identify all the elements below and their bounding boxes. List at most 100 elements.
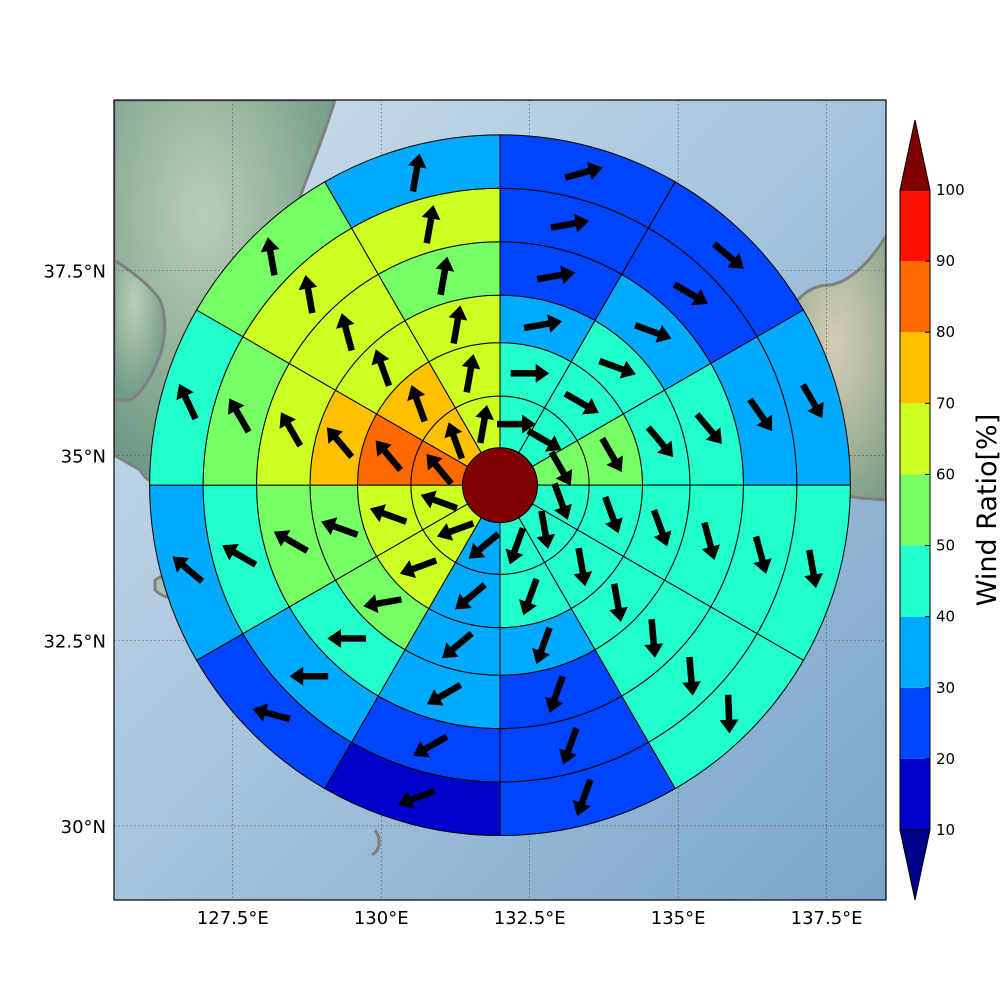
wind-direction-arrow-icon: [550, 213, 590, 233]
wind-direction-arrow-icon: [260, 237, 280, 276]
wind-direction-arrow-icon: [369, 504, 408, 525]
wind-direction-arrow-icon: [437, 520, 475, 541]
colorbar-tick-label: 50: [936, 537, 955, 555]
wind-direction-arrow-icon: [644, 618, 664, 658]
wind-direction-arrow-icon: [420, 490, 459, 512]
lon-tick-label: 130°E: [354, 908, 409, 929]
colorbar-segment: [900, 474, 930, 546]
colorbar-segment: [900, 190, 930, 262]
wind-direction-arrow-icon: [563, 390, 599, 415]
wind-direction-arrow-icon: [548, 450, 573, 486]
colorbar-segment: [900, 332, 930, 404]
wind-direction-arrow-icon: [599, 436, 623, 473]
wind-direction-arrow-icon: [252, 703, 291, 723]
colorbar-over-triangle: [899, 119, 931, 191]
center-value-circle: [462, 447, 538, 524]
wind-direction-arrow-icon: [448, 305, 468, 345]
wind-direction-arrow-icon: [672, 281, 708, 306]
wind-direction-arrow-icon: [407, 385, 428, 423]
wind-direction-arrow-icon: [526, 428, 562, 452]
lat-tick-label: 35°N: [61, 447, 106, 468]
wind-direction-arrow-icon: [371, 349, 393, 387]
lat-tick-label: 37.5°N: [43, 261, 106, 282]
lon-tick-label: 127.5°E: [197, 908, 269, 929]
wind-direction-arrow-icon: [752, 535, 772, 574]
wind-direction-arrow-icon: [461, 354, 481, 393]
wind-direction-arrow-icon: [634, 322, 672, 343]
wind-direction-arrow-icon: [421, 205, 441, 244]
lon-tick-label: 137.5°E: [791, 908, 863, 929]
wind-direction-arrow-icon: [602, 495, 623, 534]
wind-direction-arrow-icon: [645, 425, 674, 458]
lat-tick-label: 32.5°N: [43, 632, 106, 653]
lon-tick-label: 135°E: [651, 908, 706, 929]
wind-direction-arrow-icon: [510, 363, 550, 383]
wind-direction-arrow-icon: [227, 398, 252, 434]
wind-direction-arrow-icon: [455, 582, 487, 610]
colorbar-frame: [899, 189, 931, 831]
colorbar-segment: [900, 403, 930, 475]
wind-direction-arrow-icon: [804, 549, 823, 589]
wind-direction-arrow-icon: [326, 427, 355, 459]
colorbar-tick-label: 80: [936, 323, 955, 341]
wind-direction-arrow-icon: [321, 517, 359, 538]
wind-direction-arrow-icon: [222, 544, 258, 568]
wind-direction-arrow-icon: [399, 557, 438, 578]
wind-direction-arrow-icon: [572, 778, 594, 817]
colorbar-tick-label: 60: [936, 465, 955, 483]
land-island-south: [371, 829, 381, 857]
colorbar-under-triangle: [899, 829, 931, 901]
plot-frame: [113, 99, 887, 901]
wind-direction-arrow-icon: [559, 726, 580, 765]
wind-direction-arrow-icon: [176, 383, 199, 421]
colorbar: 10 20 30 40 50 60 70 80 90 100: [899, 119, 965, 901]
colorbar-segment: [900, 758, 930, 830]
wind-direction-arrow-icon: [573, 547, 593, 587]
wind-direction-arrow-icon: [273, 530, 309, 554]
wind-direction-arrow-icon: [444, 422, 465, 460]
colorbar-tick-label: 90: [936, 252, 955, 270]
wind-direction-arrow-icon: [536, 265, 576, 285]
wind-direction-arrows: [172, 153, 824, 817]
wind-direction-arrow-icon: [712, 241, 744, 269]
colorbar-segment: [900, 616, 930, 688]
wind-direction-arrow-icon: [363, 594, 402, 614]
wind-direction-arrow-icon: [598, 357, 636, 379]
colorbar-tick-label: 10: [936, 821, 955, 839]
colorbar-tick-label: 100: [936, 181, 965, 199]
wind-direction-arrow-icon: [505, 527, 527, 565]
wind-direction-arrow-icon: [650, 509, 672, 547]
wind-direction-arrow-icon: [468, 531, 501, 559]
wind-direction-arrow-icon: [536, 510, 556, 550]
wind-direction-arrow-icon: [172, 556, 205, 584]
lat-tick-label: 30°N: [61, 817, 106, 838]
wind-direction-arrow-icon: [609, 583, 628, 622]
land-korea-west: [114, 258, 167, 402]
wind-direction-arrow-icon: [564, 161, 603, 181]
wind-direction-arrow-icon: [407, 153, 427, 193]
wind-direction-arrow-icon: [532, 626, 553, 665]
wind-direction-arrow-icon: [413, 733, 449, 758]
wind-direction-arrow-icon: [475, 404, 494, 444]
wind-direction-arrow-icon: [519, 577, 540, 616]
wind-direction-arrow-icon: [545, 675, 566, 713]
wind-direction-arrow-icon: [435, 256, 455, 296]
wind-direction-arrow-icon: [719, 694, 739, 734]
wind-direction-arrow-icon: [694, 412, 722, 444]
lon-tick-label: 132.5°E: [494, 908, 566, 929]
colorbar-title: Wind Ratio[%]: [972, 414, 1000, 606]
wind-direction-arrow-icon: [682, 656, 702, 696]
colorbar-segment: [900, 687, 930, 759]
wind-direction-arrow-icon: [327, 628, 366, 648]
wind-direction-arrow-icon: [279, 412, 304, 448]
wind-direction-arrow-icon: [800, 383, 824, 419]
colorbar-tick-label: 70: [936, 394, 955, 412]
colorbar-tick-label: 40: [936, 608, 955, 626]
wind-direction-arrow-icon: [442, 630, 474, 659]
wind-direction-arrow-icon: [523, 314, 563, 333]
wind-direction-arrow-icon: [397, 788, 436, 809]
colorbar-tick-label: 20: [936, 750, 955, 768]
wind-direction-arrow-icon: [497, 414, 536, 434]
wind-direction-arrow-icon: [427, 682, 463, 706]
